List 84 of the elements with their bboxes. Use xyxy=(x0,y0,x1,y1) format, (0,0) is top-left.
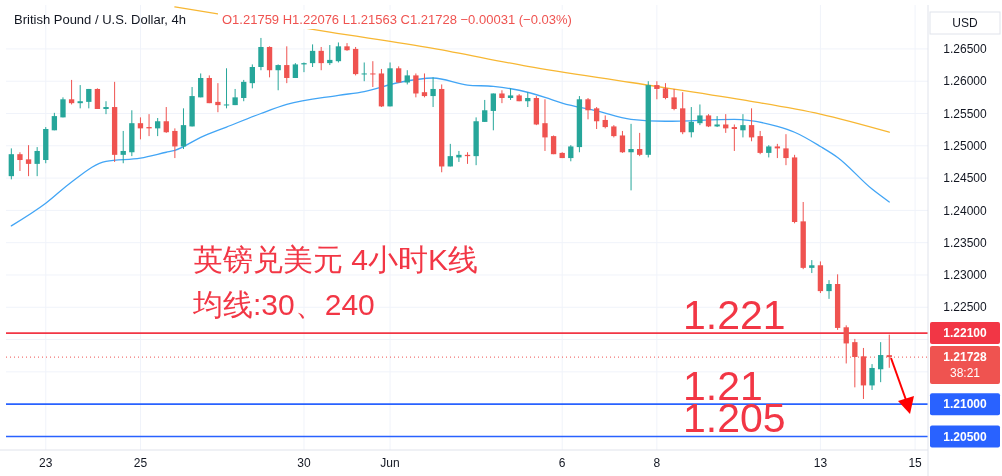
candlestick xyxy=(284,45,290,84)
candlestick xyxy=(499,89,505,104)
candlestick xyxy=(628,123,634,191)
candlestick xyxy=(266,45,273,78)
candlestick xyxy=(826,279,832,300)
candlestick xyxy=(275,63,281,91)
candlestick xyxy=(619,130,626,154)
candlestick xyxy=(34,146,40,177)
candlestick xyxy=(680,91,686,135)
candlestick xyxy=(17,151,23,172)
x-tick-label: Jun xyxy=(380,456,400,470)
candlestick xyxy=(25,144,32,177)
candlestick xyxy=(103,100,109,115)
candlestick xyxy=(869,363,875,391)
y-tick-label: 1.23500 xyxy=(943,235,988,250)
x-tick-label: 30 xyxy=(297,456,311,470)
annotation: 1.221 xyxy=(683,292,786,339)
candlestick xyxy=(8,147,14,180)
ref-line-label: 1.21000 xyxy=(943,397,988,412)
y-tick-label: 1.24500 xyxy=(943,171,988,186)
candlestick xyxy=(180,107,187,150)
x-tick-label: 15 xyxy=(908,456,923,470)
y-axis-title: USD xyxy=(952,16,978,31)
x-tick-label: 13 xyxy=(813,456,828,470)
y-tick-label: 1.26500 xyxy=(943,42,988,57)
candlestick xyxy=(593,106,600,130)
candlestick xyxy=(636,132,643,157)
x-tick-label: 6 xyxy=(558,456,566,470)
y-tick-label: 1.24000 xyxy=(943,203,988,218)
candlestick xyxy=(843,324,849,364)
candlestick xyxy=(688,106,694,138)
annotation: 英镑兑美元 4小时K线 xyxy=(193,243,479,276)
candlestick xyxy=(748,107,755,142)
line-series xyxy=(10,77,890,227)
candlestick xyxy=(370,60,376,88)
candlestick xyxy=(783,133,789,166)
candlestick xyxy=(232,88,238,106)
candlestick xyxy=(421,72,428,98)
candlestick xyxy=(77,84,83,109)
y-tick-label: 1.23000 xyxy=(943,268,988,283)
candlestick xyxy=(318,46,324,71)
candlestick xyxy=(413,72,419,98)
y-tick-label: 1.25500 xyxy=(943,106,988,121)
candlestick xyxy=(94,87,101,110)
candlestick xyxy=(671,88,677,111)
text: O1.21759 H1.22076 L1.21563 C1.21728 −0.00031 (−0.03%) xyxy=(222,12,572,27)
candlestick xyxy=(215,82,221,113)
candlestick xyxy=(654,80,660,100)
candlestick xyxy=(154,117,161,137)
y-tick-label: 1.25000 xyxy=(943,139,988,153)
candlestick xyxy=(482,99,488,123)
candlestick xyxy=(344,42,350,52)
candlestick xyxy=(585,97,591,120)
candlestick xyxy=(68,79,75,105)
x-tick-label: 23 xyxy=(39,456,53,470)
candlestick xyxy=(697,103,703,126)
x-tick-label: 8 xyxy=(653,456,661,470)
candlestick xyxy=(120,130,126,164)
candlestick xyxy=(223,67,230,109)
candlestick xyxy=(163,106,169,134)
candlestick xyxy=(258,37,264,71)
candlestick xyxy=(757,130,763,155)
candlestick xyxy=(430,76,436,108)
candlestick xyxy=(731,123,738,152)
ref-line-label: 1.22100 xyxy=(943,326,988,341)
candlestick xyxy=(361,61,367,82)
ref-line-label: 1.21728 38:21 xyxy=(943,350,988,381)
text: British Pound / U.S. Dollar, 4h xyxy=(14,12,186,27)
ref-line-label: 1.20500 xyxy=(943,429,988,444)
y-tick-label: 1.26000 xyxy=(943,74,988,89)
annotation: 均线:30、240 xyxy=(192,288,375,321)
candlestick xyxy=(490,92,497,131)
candlestick xyxy=(249,63,256,89)
candlestick xyxy=(335,41,342,63)
candlestick xyxy=(309,43,316,68)
candlestick xyxy=(714,115,720,128)
candlestick xyxy=(241,79,247,102)
candlestick xyxy=(723,113,729,134)
candlestick xyxy=(172,127,178,159)
x-tick-label: 25 xyxy=(133,456,148,470)
candlestick xyxy=(542,98,548,152)
candlestick xyxy=(740,113,746,138)
y-tick-label: 1.22500 xyxy=(943,300,988,315)
candlestick xyxy=(877,341,884,383)
